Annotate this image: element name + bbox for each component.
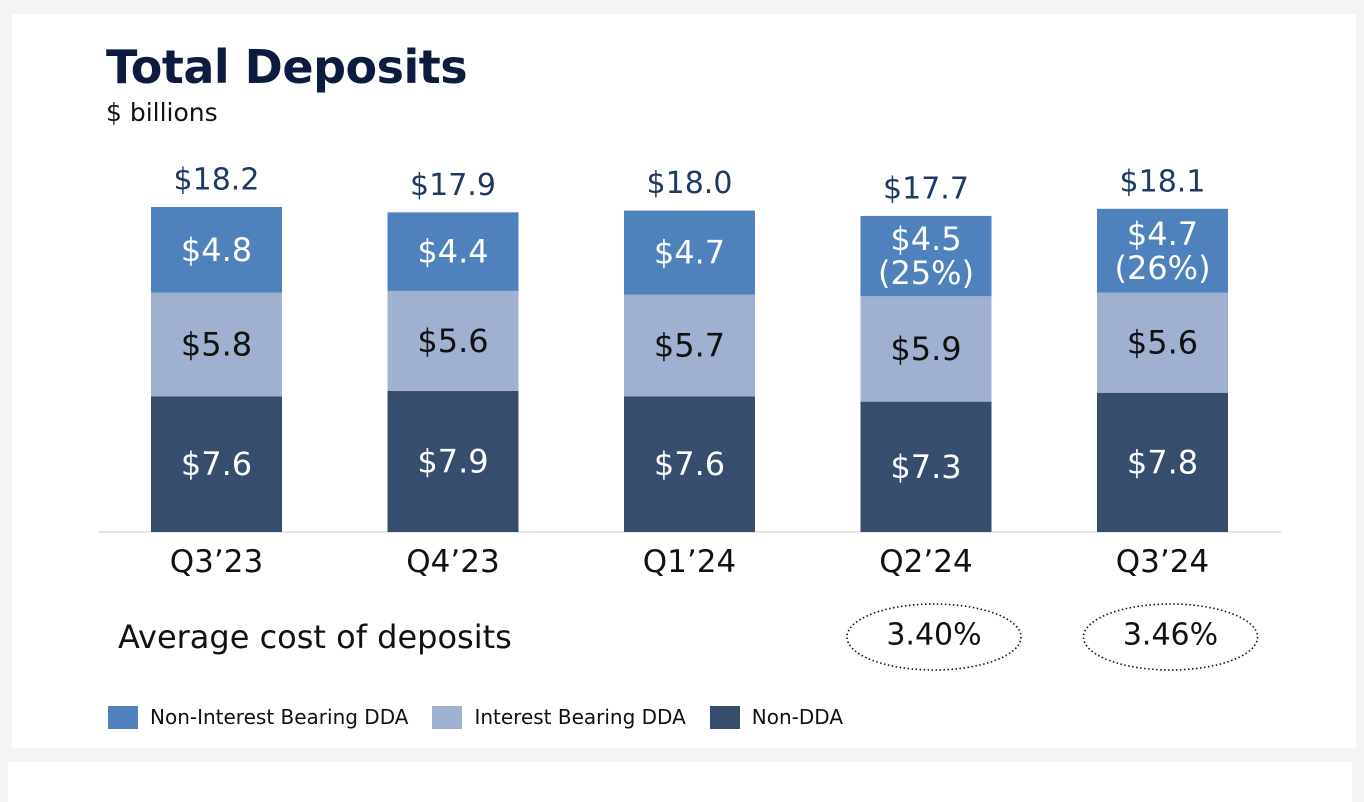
total-label: $17.9 — [410, 168, 496, 203]
data-label-interest-bearing-dda: $5.7 — [654, 326, 725, 364]
legend-label: Interest Bearing DDA — [474, 705, 685, 729]
data-label-non-interest-bearing-dda: $4.5 — [890, 220, 961, 258]
category-label: Q3’24 — [1116, 544, 1209, 580]
data-label-non-interest-bearing-dda: $4.7 — [1127, 215, 1198, 253]
share-label: (25%) — [878, 254, 974, 292]
data-label-interest-bearing-dda: $5.6 — [1127, 324, 1198, 362]
data-label-interest-bearing-dda: $5.9 — [890, 330, 961, 368]
legend-swatch — [710, 706, 740, 729]
cost-value: 3.46% — [1123, 618, 1218, 653]
data-label-non-dda: $7.3 — [890, 448, 961, 486]
data-label-non-dda: $7.6 — [181, 445, 252, 483]
total-label: $17.7 — [883, 171, 969, 206]
legend-label: Non-DDA — [752, 705, 843, 729]
data-label-non-interest-bearing-dda: $4.7 — [654, 234, 725, 272]
data-label-non-dda: $7.8 — [1127, 443, 1198, 481]
data-label-interest-bearing-dda: $5.8 — [181, 326, 252, 364]
legend-label: Non-Interest Bearing DDA — [150, 705, 408, 729]
legend-item-interest-bearing-dda: Interest Bearing DDA — [432, 705, 685, 729]
category-label: Q1’24 — [643, 544, 736, 580]
data-label-non-interest-bearing-dda: $4.4 — [417, 233, 488, 271]
total-label: $18.2 — [174, 163, 260, 198]
legend-swatch — [108, 706, 138, 729]
total-label: $18.0 — [647, 166, 733, 201]
category-label: Q2’24 — [879, 544, 972, 580]
data-label-interest-bearing-dda: $5.6 — [417, 322, 488, 360]
data-label-non-interest-bearing-dda: $4.8 — [181, 231, 252, 269]
average-cost-label: Average cost of deposits — [118, 618, 512, 656]
category-label: Q4’23 — [406, 544, 499, 580]
legend-item-non-dda: Non-DDA — [710, 705, 843, 729]
data-label-non-dda: $7.6 — [654, 445, 725, 483]
share-label: (26%) — [1114, 249, 1210, 287]
legend-item-non-interest-bearing-dda: Non-Interest Bearing DDA — [108, 705, 408, 729]
legend-swatch — [432, 706, 462, 729]
cost-value: 3.40% — [886, 618, 981, 653]
data-label-non-dda: $7.9 — [417, 442, 488, 480]
chart-legend: Non-Interest Bearing DDA Interest Bearin… — [108, 705, 867, 729]
category-label: Q3’23 — [170, 544, 263, 580]
total-label: $18.1 — [1120, 164, 1206, 199]
